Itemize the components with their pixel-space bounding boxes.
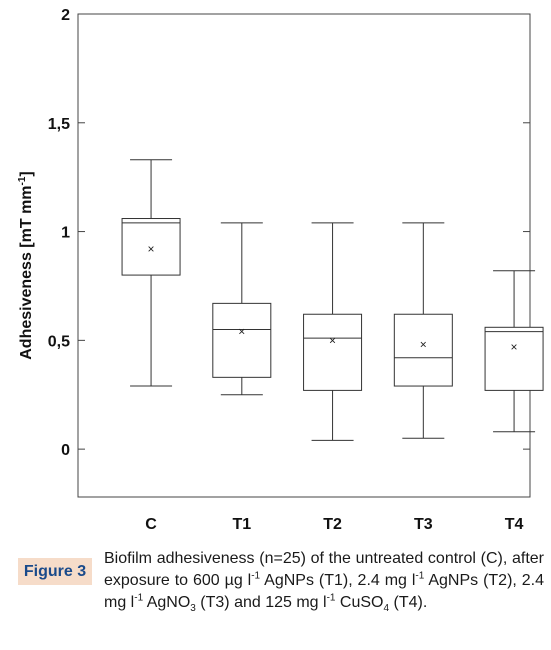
figure-label: Figure 3 [18, 558, 92, 585]
y-tick-label: 0 [61, 442, 70, 459]
box-plot-chart: 0 0,5 1 1,5 2 × × × × × C T1 T2 T3 T4 Adhesiveness [… [17, 7, 544, 533]
x-tick-label: T3 [414, 516, 433, 533]
box-iqr [303, 313, 363, 391]
y-tick-label: 1,5 [48, 116, 70, 133]
plot-frame [77, 13, 531, 498]
y-axis: 0 0,5 1 1,5 2 [48, 7, 530, 459]
y-axis-label: Adhesiveness [mT mm-1] [17, 171, 35, 360]
y-tick-label: 2 [61, 7, 70, 24]
box-t3: × [393, 222, 453, 439]
box-c: × [121, 159, 181, 387]
box-iqr [212, 302, 272, 378]
box-t1: × [212, 222, 272, 396]
mean-marker: × [420, 338, 427, 352]
box-iqr [393, 313, 453, 387]
mean-marker: × [329, 333, 336, 347]
mean-marker: × [511, 340, 518, 354]
mean-marker: × [148, 242, 155, 256]
box-series: × × × × × [121, 159, 544, 441]
x-tick-label: T4 [505, 516, 524, 533]
x-tick-label: T1 [232, 516, 251, 533]
x-axis: C T1 T2 T3 T4 [145, 516, 523, 533]
y-tick-label: 1 [61, 225, 70, 242]
box-iqr [484, 326, 544, 391]
y-tick-label: 0,5 [48, 333, 70, 350]
box-t2: × [303, 222, 363, 441]
box-t4: × [484, 270, 544, 433]
box-iqr [121, 218, 181, 276]
figure-caption: Biofilm adhesiveness (n=25) of the untre… [104, 550, 545, 615]
mean-marker: × [238, 325, 245, 339]
x-tick-label: T2 [323, 516, 342, 533]
x-tick-label: C [145, 516, 157, 533]
